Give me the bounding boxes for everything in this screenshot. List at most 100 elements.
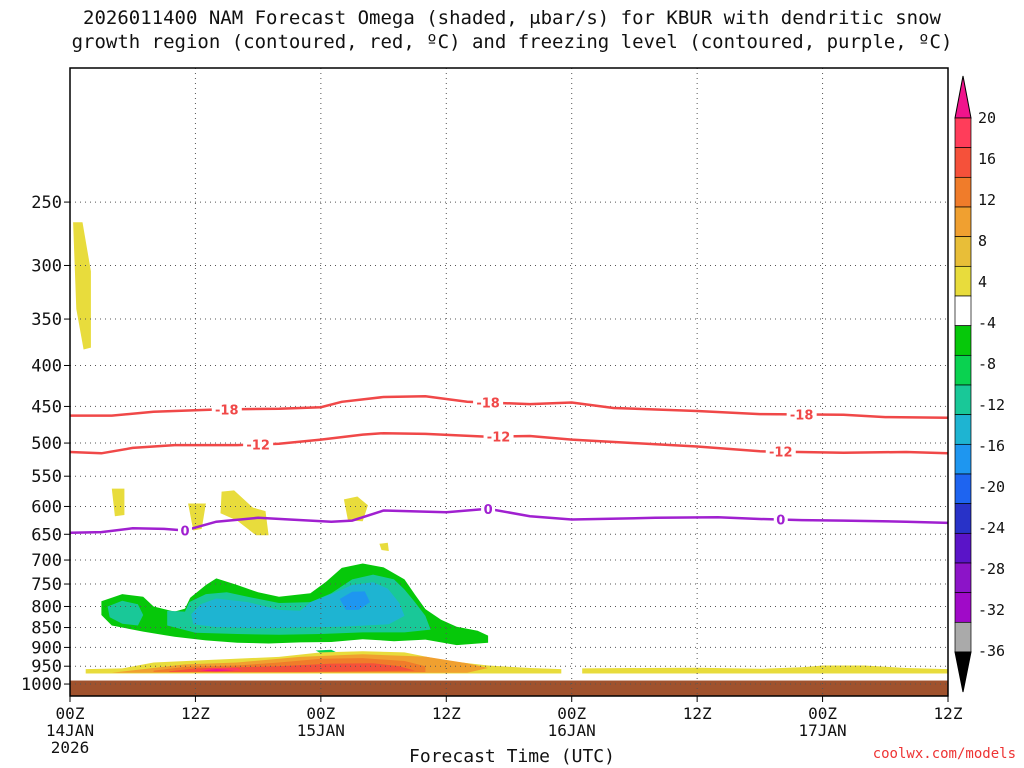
colorbar-bin: [954, 592, 972, 623]
y-tick-label: 800: [31, 597, 62, 617]
x-tick-label: 00Z: [808, 704, 837, 723]
contour-label-background: [481, 501, 496, 516]
ground-terrain: [70, 680, 948, 696]
colorbar-bin: [954, 532, 972, 564]
x-tick-label: 17JAN: [798, 721, 846, 740]
contour-label-background: [765, 444, 796, 459]
omega-shading-layer: [70, 222, 948, 696]
contour-label-background: [211, 402, 242, 417]
colorbar-bin: [954, 473, 972, 505]
contour-label: -12: [487, 431, 511, 446]
colorbar-label: -4: [978, 314, 996, 332]
y-tick-label: 550: [31, 467, 62, 487]
omega-shade-region: [339, 591, 370, 610]
colorbar-bottom-arrow: [954, 651, 972, 693]
contour-label-background: [786, 407, 817, 422]
colorbar-label: -12: [978, 396, 1005, 414]
y-tick-label: 750: [31, 575, 62, 595]
y-tick-label: 250: [31, 193, 62, 213]
contour-label-background: [243, 437, 274, 452]
y-tick-label: 400: [31, 356, 62, 376]
omega-shade-region: [73, 222, 91, 350]
colorbar-label: 4: [978, 273, 987, 291]
colorbar-label: -24: [978, 519, 1005, 537]
contour-label: -12: [769, 446, 793, 461]
y-tick-label: 1000: [21, 675, 62, 695]
x-tick-label: 00Z: [306, 704, 335, 723]
omega-shade-region: [200, 669, 236, 672]
colorbar-label: -16: [978, 437, 1005, 455]
colorbar-bin: [954, 147, 972, 178]
colorbar-bin: [954, 621, 972, 653]
colorbar-label: -8: [978, 355, 996, 373]
omega-shade-region: [379, 542, 389, 551]
y-tick-label: 450: [31, 397, 62, 417]
y-tick-label: 600: [31, 497, 62, 517]
contour-label: -18: [215, 403, 239, 418]
contour-label: 0: [180, 525, 189, 540]
colorbar-bin: [954, 562, 972, 594]
contour-label-background: [473, 395, 504, 410]
contour-label: -18: [476, 397, 500, 412]
x-tick-label: 2026: [51, 738, 90, 757]
colorbar-label: 20: [978, 109, 996, 127]
colorbar-label: -36: [978, 642, 1005, 660]
contour-label-background: [483, 429, 514, 444]
chart-title-line1: 2026011400 NAM Forecast Omega (shaded, μ…: [83, 7, 941, 29]
watermark: coolwx.com/models: [872, 746, 1016, 762]
x-tick-label: 12Z: [432, 704, 461, 723]
colorbar-top-arrow: [954, 75, 972, 119]
colorbar-bin: [954, 117, 972, 149]
omega-shade-region: [343, 496, 368, 522]
x-tick-label: 16JAN: [548, 721, 596, 740]
contour-line: [69, 431, 949, 455]
x-tick-label: 00Z: [557, 704, 586, 723]
x-axis-label: Forecast Time (UTC): [409, 746, 615, 767]
y-tick-label: 650: [31, 525, 62, 545]
omega-shade-region: [111, 488, 125, 517]
colorbar-bin: [954, 206, 972, 238]
colorbar-label: 8: [978, 232, 987, 250]
colorbar-bin: [954, 414, 972, 445]
x-tick-label: 12Z: [934, 704, 963, 723]
colorbar-label: 12: [978, 191, 996, 209]
y-tick-label: 300: [31, 256, 62, 276]
x-tick-label: 12Z: [181, 704, 210, 723]
contour-label-background: [177, 523, 192, 538]
contour-line: [70, 394, 949, 420]
colorbar-bin: [954, 176, 972, 208]
colorbar-label: -32: [978, 601, 1005, 619]
y-tick-label: 500: [31, 434, 62, 454]
omega-shade-region: [220, 490, 269, 536]
colorbar-bin: [954, 443, 972, 475]
colorbar-bin: [954, 265, 972, 297]
y-tick-label: 350: [31, 310, 62, 330]
omega-shade-region: [582, 665, 948, 674]
y-tick-label: 950: [31, 657, 62, 677]
y-tick-label: 850: [31, 619, 62, 639]
x-tick-label: 12Z: [683, 704, 712, 723]
x-tick-label: 00Z: [56, 704, 85, 723]
colorbar-label: -28: [978, 560, 1005, 578]
colorbar-bin: [954, 236, 972, 267]
contour-layer: -18 -18 -18 -12 -12 -12 0 0 0: [69, 394, 949, 540]
contour-label: 0: [484, 503, 493, 518]
colorbar-label: -20: [978, 478, 1005, 496]
y-tick-label: 700: [31, 551, 62, 571]
contour-label: -12: [246, 438, 270, 453]
colorbar-bin: [954, 354, 972, 386]
colorbar-bin: [954, 325, 972, 356]
colorbar-bin: [954, 384, 972, 416]
colorbar: 20 16 12 8 4 -4 -8 -12 -16 -20 -24 -28 -32 -36: [954, 75, 1005, 693]
colorbar-label: 16: [978, 150, 996, 168]
x-tick-label: 14JAN: [46, 721, 94, 740]
x-tick-label: 15JAN: [297, 721, 345, 740]
chart-title-line2: growth region (contoured, red, ºC) and f…: [71, 31, 953, 53]
contour-label: 0: [776, 514, 785, 529]
colorbar-bin: [954, 503, 972, 534]
contour-label-background: [773, 512, 788, 527]
omega-shade-region: [188, 503, 206, 531]
chart-title: 2026011400 NAM Forecast Omega (shaded, μ…: [0, 6, 1024, 54]
